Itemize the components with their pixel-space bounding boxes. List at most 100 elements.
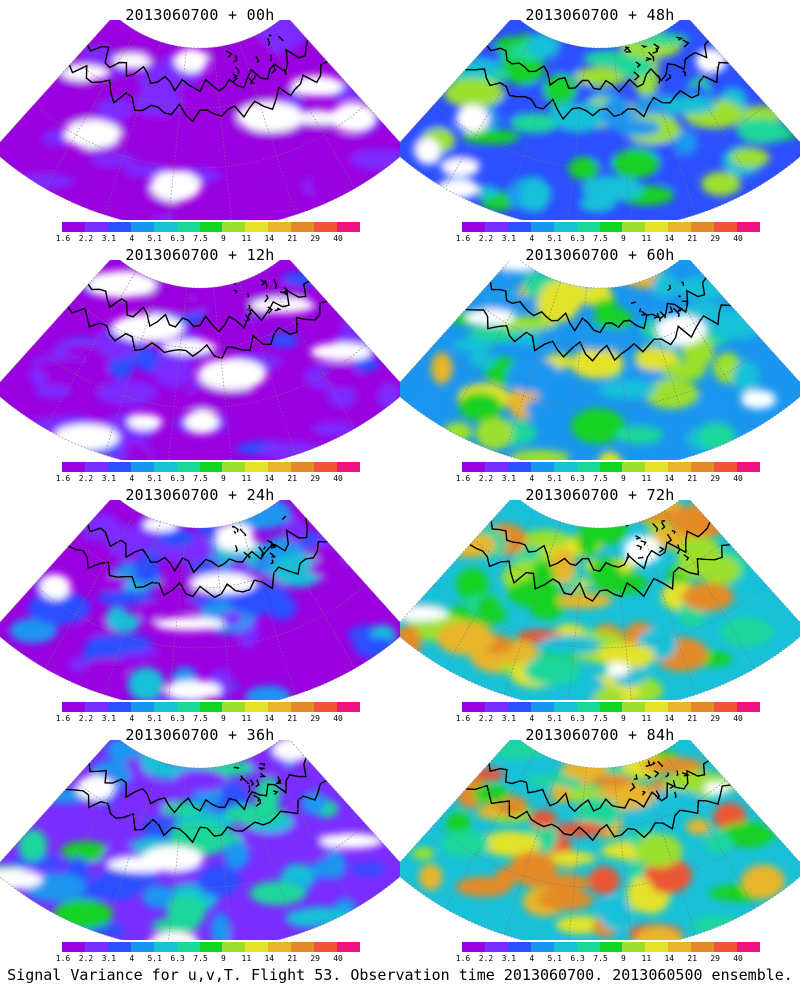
variance-map xyxy=(400,260,800,460)
colorbar-swatch xyxy=(130,222,154,232)
colorbar-swatch xyxy=(599,222,623,232)
colorbar-ticks: 1.6 2.2 3.1 4 5.1 6.3 7.5 9 11 14 21 29 40 xyxy=(56,474,360,484)
colorbar-tick-label: 1.6 xyxy=(455,954,471,963)
colorbar-tick-label: 2.2 xyxy=(78,474,94,483)
colorbar-swatch xyxy=(576,942,600,952)
colorbar-swatch xyxy=(314,462,338,472)
colorbar-tick-label: 2.2 xyxy=(478,714,494,723)
colorbar-tick-label: 1.6 xyxy=(55,474,71,483)
colorbar-swatch xyxy=(668,702,692,712)
colorbar-tick-label: 40 xyxy=(733,474,743,483)
colorbar-swatch xyxy=(714,462,738,472)
colorbar-swatch xyxy=(62,462,85,472)
colorbar-swatch xyxy=(153,702,177,712)
colorbar-tick-label: 11 xyxy=(641,954,652,963)
colorbar-swatch xyxy=(553,702,577,712)
colorbar-swatch xyxy=(176,222,200,232)
colorbar-swatch xyxy=(245,702,269,712)
colorbar-swatch xyxy=(107,702,131,712)
colorbar-tick-label: 1.6 xyxy=(55,954,71,963)
colorbar-swatch xyxy=(84,702,108,712)
colorbar-swatch xyxy=(691,222,715,232)
colorbar-swatch xyxy=(291,222,315,232)
colorbar-tick-label: 11 xyxy=(241,714,252,723)
variance-map xyxy=(0,740,400,940)
colorbar-swatch xyxy=(291,702,315,712)
colorbar-swatch xyxy=(691,462,715,472)
colorbar-tick-label: 6.3 xyxy=(570,234,585,243)
colorbar-tick-label: 29 xyxy=(710,954,720,963)
colorbar-tick-label: 3.1 xyxy=(501,234,517,243)
colorbar-tick-label: 21 xyxy=(287,714,298,723)
colorbar-tick-label: 21 xyxy=(287,474,298,483)
colorbar-swatch xyxy=(84,222,108,232)
colorbar-tick-label: 7.5 xyxy=(593,234,608,243)
colorbar-swatch xyxy=(622,462,646,472)
colorbar-swatch xyxy=(268,462,292,472)
colorbar-swatch xyxy=(484,462,508,472)
colorbar-swatch xyxy=(599,942,623,952)
colorbar-tick-label: 3.1 xyxy=(101,474,117,483)
colorbar-tick-label: 29 xyxy=(310,954,320,963)
colorbar-tick-label: 4 xyxy=(129,954,135,963)
variance-map xyxy=(400,20,800,220)
colorbar-tick-label: 11 xyxy=(641,234,652,243)
colorbar-tick-label: 11 xyxy=(641,714,652,723)
colorbar-swatch xyxy=(84,942,108,952)
colorbar-swatch xyxy=(599,462,623,472)
colorbar-swatch xyxy=(153,942,177,952)
colorbar-swatch xyxy=(107,222,131,232)
panel-title: 2013060700 + 24h xyxy=(125,486,275,504)
colorbar-swatch xyxy=(153,222,177,232)
colorbar xyxy=(62,942,360,952)
colorbar-tick-label: 29 xyxy=(310,474,320,483)
colorbar-tick-label: 29 xyxy=(710,474,720,483)
panel-title: 2013060700 + 36h xyxy=(125,726,275,744)
colorbar-swatch xyxy=(622,702,646,712)
colorbar-swatch xyxy=(645,702,669,712)
colorbar-swatch xyxy=(737,942,760,952)
colorbar-swatch xyxy=(337,942,360,952)
map-panel: 2013060700 + 72h 1.6 2.2 3.1 4 5.1 6.3 7.5 9 11 14… xyxy=(400,480,800,723)
colorbar-swatch xyxy=(62,942,85,952)
colorbar-tick-label: 14 xyxy=(664,234,675,243)
map-panel: 2013060700 + 48h 1.6 2.2 3.1 4 5.1 6.3 7.5 9 11 14… xyxy=(400,0,800,243)
colorbar-tick-label: 6.3 xyxy=(170,234,185,243)
colorbar-swatch xyxy=(737,222,760,232)
colorbar-tick-label: 14 xyxy=(264,234,275,243)
colorbar-swatch xyxy=(268,942,292,952)
colorbar-swatch xyxy=(530,462,554,472)
colorbar-tick-label: 4 xyxy=(529,474,535,483)
colorbar-swatch xyxy=(462,462,485,472)
colorbar-swatch xyxy=(130,942,154,952)
colorbar-tick-label: 3.1 xyxy=(101,714,117,723)
colorbar-swatch xyxy=(668,222,692,232)
colorbar-swatch xyxy=(62,702,85,712)
colorbar-swatch xyxy=(737,702,760,712)
colorbar-swatch xyxy=(222,942,246,952)
colorbar-swatch xyxy=(507,942,531,952)
map-panel: 2013060700 + 84h 1.6 2.2 3.1 4 5.1 6.3 7.5 9 11 14… xyxy=(400,720,800,963)
colorbar-tick-label: 2.2 xyxy=(78,234,94,243)
colorbar-swatch xyxy=(507,462,531,472)
colorbar-tick-label: 4 xyxy=(529,954,535,963)
colorbar-tick-label: 5.1 xyxy=(547,954,562,963)
colorbar-swatch xyxy=(245,462,269,472)
colorbar-tick-label: 29 xyxy=(310,714,320,723)
colorbar-tick-label: 5.1 xyxy=(147,474,162,483)
colorbar-tick-label: 14 xyxy=(664,474,675,483)
colorbar-ticks: 1.6 2.2 3.1 4 5.1 6.3 7.5 9 11 14 21 29 40 xyxy=(56,954,360,964)
colorbar-tick-label: 6.3 xyxy=(170,474,185,483)
colorbar-tick-label: 7.5 xyxy=(593,474,608,483)
colorbar-tick-label: 5.1 xyxy=(147,954,162,963)
colorbar-tick-label: 3.1 xyxy=(501,474,517,483)
colorbar-swatch xyxy=(199,462,223,472)
panel-title: 2013060700 + 72h xyxy=(525,486,675,504)
colorbar-tick-label: 21 xyxy=(687,954,698,963)
colorbar-tick-label: 6.3 xyxy=(570,714,585,723)
colorbar xyxy=(62,222,360,232)
colorbar-tick-label: 9 xyxy=(221,234,226,243)
colorbar-swatch xyxy=(199,222,223,232)
colorbar-tick-label: 40 xyxy=(733,234,743,243)
colorbar-swatch xyxy=(291,942,315,952)
